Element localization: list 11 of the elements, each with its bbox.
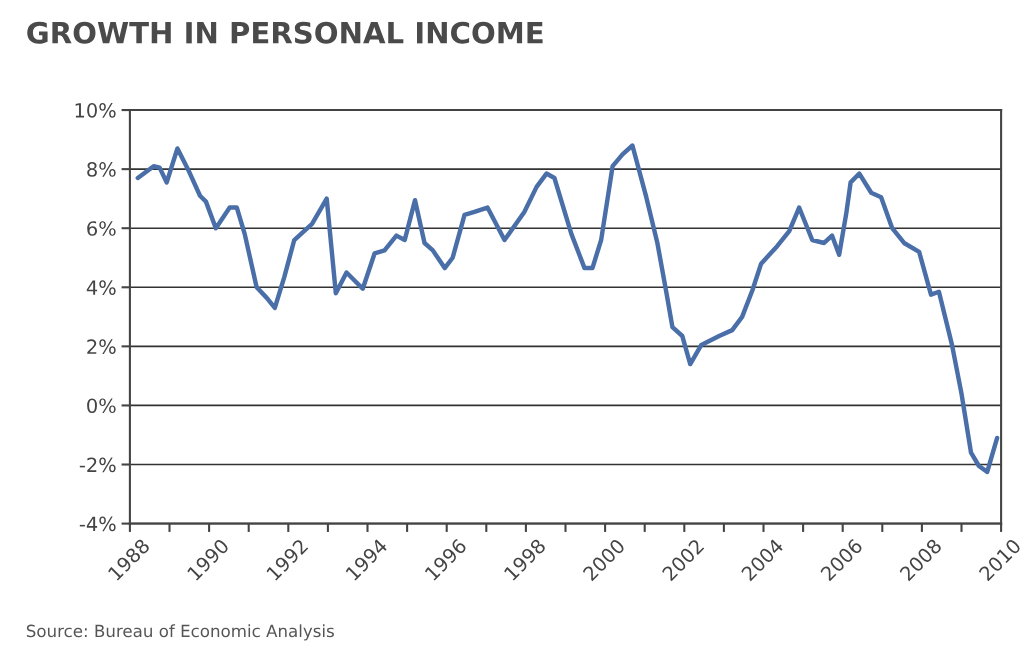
- line-series: [135, 143, 1000, 475]
- y-tick-label: 0%: [87, 398, 116, 414]
- y-tick-label: 8%: [87, 162, 116, 177]
- y-tick-label: -2%: [79, 457, 116, 473]
- y-tick-label: 4%: [86, 280, 116, 295]
- y-tick-label: 2%: [87, 339, 116, 355]
- y-tick-label: 6%: [87, 221, 116, 236]
- chart-title: GROWTH IN PERSONAL INCOME: [27, 21, 543, 44]
- source-note: Source: Bureau of Economic Analysis: [26, 624, 334, 641]
- y-tick-label: 10%: [75, 103, 116, 118]
- y-tick-label: -4%: [79, 516, 116, 532]
